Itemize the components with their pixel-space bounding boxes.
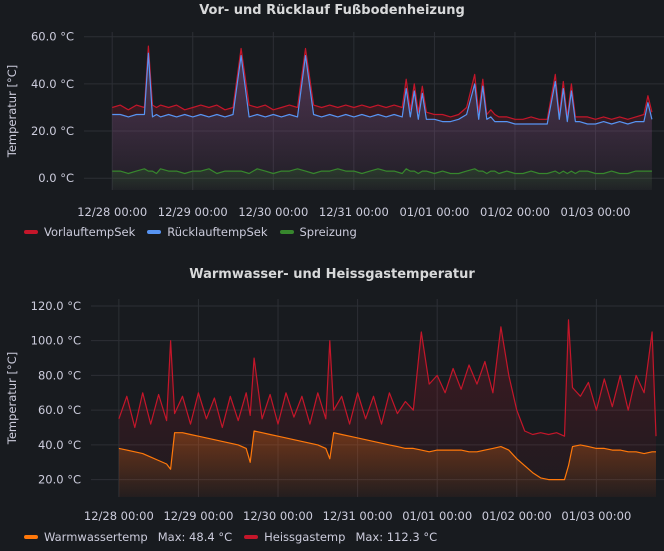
y-tick-label: 40.0 °C bbox=[38, 438, 81, 452]
legend-swatch-icon bbox=[244, 535, 259, 539]
x-tick-label: 01/01 00:00 bbox=[402, 509, 472, 523]
legend-item-vorlauf[interactable]: VorlauftempSek bbox=[24, 225, 135, 239]
x-tick-label: 01/02 00:00 bbox=[480, 205, 550, 219]
x-tick-label: 01/03 00:00 bbox=[561, 205, 631, 219]
x-tick-label: 12/29 00:00 bbox=[158, 205, 228, 219]
series-area-rücklauftempsek bbox=[112, 53, 652, 191]
panel-hot-water: Warmwasser- und Heissgastemperatur 20.0 … bbox=[0, 262, 664, 551]
x-tick-label: 12/31 00:00 bbox=[319, 205, 389, 219]
chart-hot-water[interactable]: 20.0 °C 40.0 °C 60.0 °C 80.0 °C 100.0 °C 120.… bbox=[0, 262, 664, 527]
x-tick-label: 12/28 00:00 bbox=[84, 509, 154, 523]
legend-label: Warmwassertemp bbox=[44, 530, 148, 544]
y-tick-label: 80.0 °C bbox=[38, 368, 81, 382]
panel-title: Vor- und Rücklauf Fußbodenheizung bbox=[199, 3, 465, 18]
legend-label: Spreizung bbox=[299, 225, 357, 239]
legend-stat-max: Max: 48.4 °C bbox=[157, 530, 233, 544]
y-tick-label: 60.0 °C bbox=[31, 30, 74, 44]
y-tick-label: 40.0 °C bbox=[31, 77, 74, 91]
x-tick-label: 12/28 00:00 bbox=[77, 205, 147, 219]
y-tick-label: 100.0 °C bbox=[31, 334, 81, 348]
x-tick-label: 12/30 00:00 bbox=[243, 509, 313, 523]
x-tick-label: 01/02 00:00 bbox=[482, 509, 552, 523]
y-tick-label: 20.0 °C bbox=[38, 473, 81, 487]
legend-label: Heissgastemp bbox=[264, 530, 346, 544]
legend-label: VorlauftempSek bbox=[44, 225, 136, 239]
chart-floor-heating[interactable]: 0.0 °C 20.0 °C 40.0 °C 60.0 °C 12/28 00:00 12… bbox=[0, 0, 664, 225]
y-tick-label: 20.0 °C bbox=[31, 124, 74, 138]
y-axis-title: Temperatur [°C] bbox=[5, 65, 19, 158]
x-tick-label: 01/03 00:00 bbox=[561, 509, 631, 523]
series-area-spreizung bbox=[112, 168, 652, 190]
legend-swatch-icon bbox=[24, 230, 38, 234]
series-area-heissgastemp bbox=[118, 319, 656, 497]
x-tick-label: 12/29 00:00 bbox=[163, 509, 233, 523]
legend-item-ruecklauf[interactable]: RücklauftempSek bbox=[147, 225, 268, 239]
legend-label: RücklauftempSek bbox=[167, 225, 268, 239]
panel-title: Warmwasser- und Heissgastemperatur bbox=[189, 267, 475, 282]
legend: Warmwassertemp Max: 48.4 °C Heissgastemp… bbox=[24, 530, 437, 544]
series-line-spreizung[interactable] bbox=[112, 168, 652, 175]
legend-swatch-icon bbox=[24, 535, 38, 539]
series-line-heissgastemp[interactable] bbox=[118, 319, 657, 437]
x-tick-label: 12/31 00:00 bbox=[323, 509, 393, 523]
legend-stat-max: Max: 112.3 °C bbox=[355, 530, 438, 544]
x-tick-label: 12/30 00:00 bbox=[238, 205, 308, 219]
y-axis-title: Temperatur [°C] bbox=[5, 352, 19, 445]
legend-item-warmwasser[interactable]: Warmwassertemp Max: 48.4 °C bbox=[24, 530, 232, 544]
panel-floor-heating: Vor- und Rücklauf Fußbodenheizung 0.0 °C… bbox=[0, 0, 664, 260]
legend-swatch-icon bbox=[279, 230, 294, 234]
legend-item-heissgas[interactable]: Heissgastemp Max: 112.3 °C bbox=[244, 530, 437, 544]
y-tick-label: 0.0 °C bbox=[38, 171, 74, 185]
legend: VorlauftempSek RücklauftempSek Spreizung bbox=[24, 225, 357, 239]
series-line-rücklauftempsek[interactable] bbox=[112, 52, 653, 125]
series-line-warmwassertemp[interactable] bbox=[118, 430, 656, 481]
y-tick-label: 120.0 °C bbox=[31, 299, 81, 313]
y-tick-label: 60.0 °C bbox=[38, 403, 81, 417]
series-line-vorlauftempsek[interactable] bbox=[112, 45, 653, 120]
legend-item-spreizung[interactable]: Spreizung bbox=[279, 225, 357, 239]
legend-swatch-icon bbox=[147, 230, 162, 234]
x-tick-label: 01/01 00:00 bbox=[399, 205, 469, 219]
